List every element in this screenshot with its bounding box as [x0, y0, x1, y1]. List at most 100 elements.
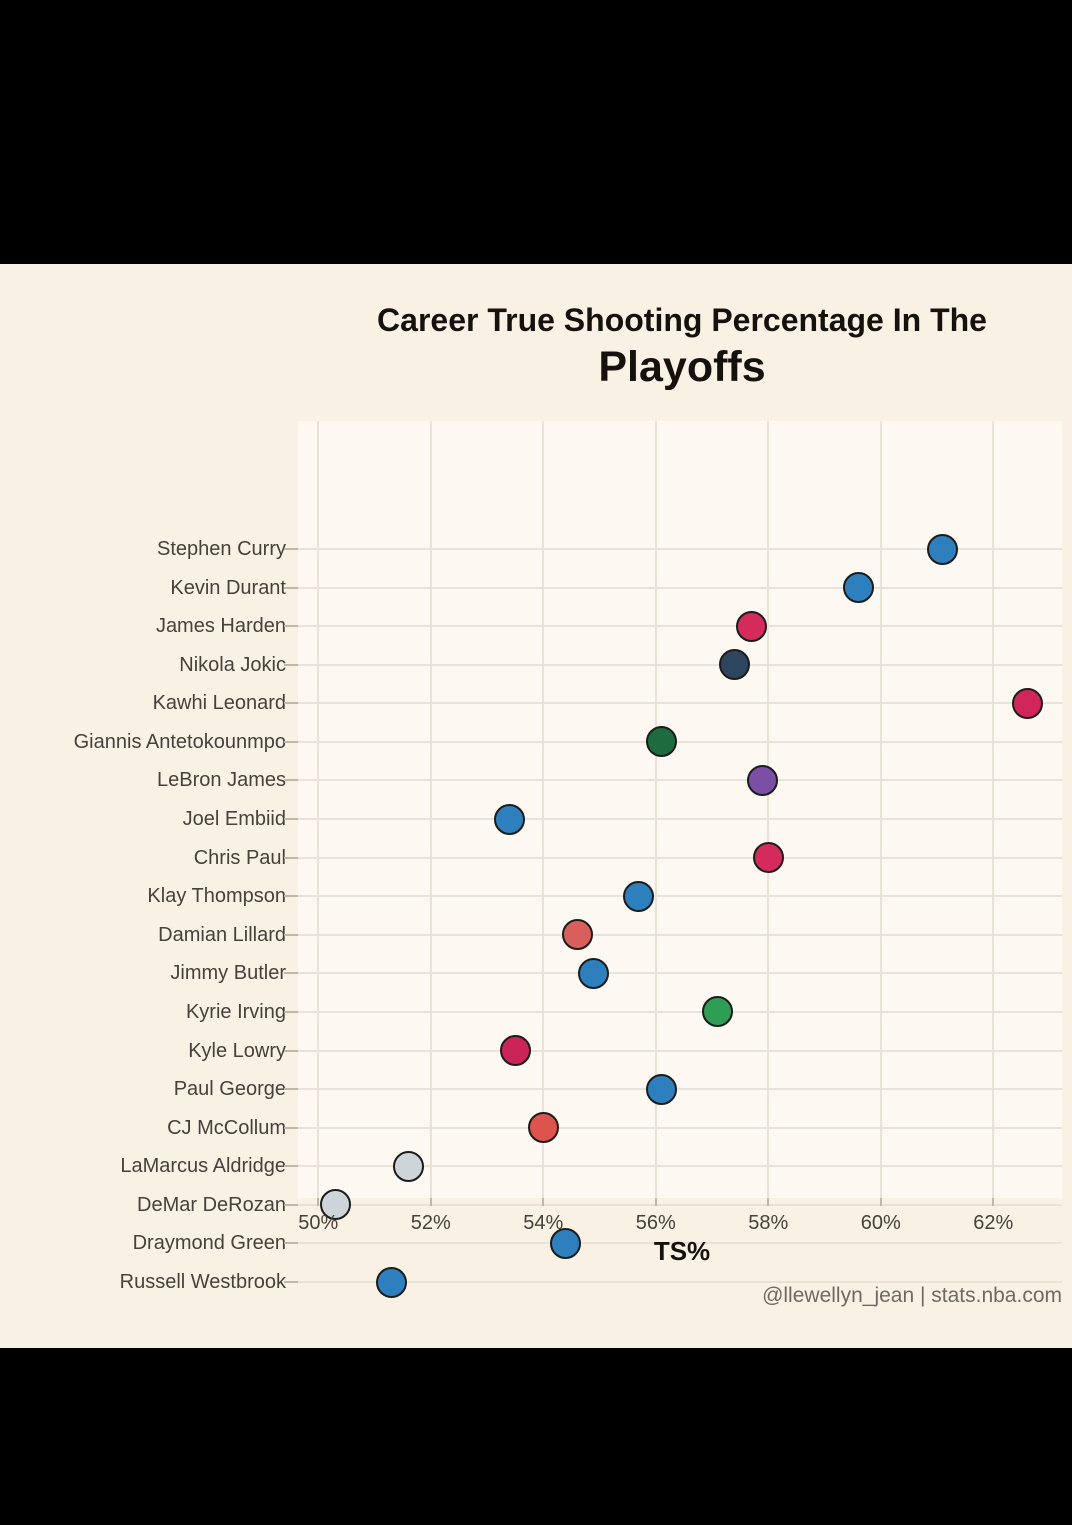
data-point-damian-lillard [561, 919, 593, 951]
y-label-chris-paul: Chris Paul [193, 846, 286, 869]
y-tick-mark [284, 625, 298, 628]
y-tick-mark [284, 1203, 298, 1206]
h-gridline [298, 663, 1062, 666]
data-point-draymond-green [550, 1227, 582, 1259]
h-gridline [298, 586, 1062, 589]
h-gridline [298, 1281, 1062, 1284]
h-gridline [298, 779, 1062, 782]
h-gridline [298, 702, 1062, 705]
chart-title: Career True Shooting Percentage In The P… [292, 300, 1072, 392]
v-gridline-56% [654, 421, 657, 1198]
x-tick-mark [317, 1198, 320, 1206]
y-label-kyrie-irving: Kyrie Irving [185, 1000, 286, 1023]
y-label-kawhi-leonard: Kawhi Leonard [152, 692, 286, 715]
y-tick-mark [284, 1126, 298, 1129]
top-letterbox-band [0, 0, 1072, 264]
x-tick-label-54%: 54% [523, 1212, 564, 1234]
chart-canvas: Career True Shooting Percentage In The P… [0, 264, 1072, 1348]
x-tick-mark [992, 1198, 995, 1206]
data-point-chris-paul [752, 842, 784, 874]
chart-title-line1: Career True Shooting Percentage In The [377, 302, 987, 338]
y-label-kyle-lowry: Kyle Lowry [188, 1039, 286, 1062]
v-gridline-60% [879, 421, 882, 1198]
h-gridline [298, 1165, 1062, 1168]
h-gridline [298, 972, 1062, 975]
y-tick-mark [284, 663, 298, 666]
data-point-kyrie-irving [702, 996, 734, 1028]
y-tick-mark [284, 702, 298, 705]
h-gridline [298, 548, 1062, 550]
x-tick-mark [879, 1198, 882, 1206]
y-tick-mark [284, 740, 298, 743]
y-label-demar-derozan: DeMar DeRozan [137, 1193, 286, 1216]
y-tick-mark [284, 1242, 298, 1245]
y-tick-mark [284, 779, 298, 782]
data-point-jimmy-butler [578, 957, 610, 989]
data-point-russell-westbrook [375, 1266, 407, 1298]
y-tick-mark [284, 1165, 298, 1168]
y-label-lamarcus-aldridge: LaMarcus Aldridge [120, 1155, 286, 1178]
data-point-joel-embiid [494, 803, 526, 835]
data-point-james-harden [735, 610, 767, 642]
data-point-lebron-james [747, 764, 779, 796]
v-gridline-58% [767, 421, 770, 1198]
y-label-damian-lillard: Damian Lillard [158, 923, 286, 946]
data-point-kyle-lowry [499, 1035, 531, 1067]
h-gridline [298, 1010, 1062, 1013]
h-gridline [298, 1088, 1062, 1091]
data-point-demar-derozan [319, 1189, 351, 1221]
y-label-giannis-antetokounmpo: Giannis Antetokounmpo [73, 730, 286, 753]
data-point-klay-thompson [623, 880, 655, 912]
credit-text: @llewellyn_jean | stats.nba.com [762, 1284, 1062, 1307]
y-tick-mark [284, 548, 298, 550]
y-tick-mark [284, 586, 298, 589]
data-point-paul-george [645, 1073, 677, 1105]
v-gridline-52% [429, 421, 432, 1198]
y-tick-mark [284, 972, 298, 975]
x-tick-label-56%: 56% [635, 1212, 676, 1234]
y-label-nikola-jokic: Nikola Jokic [179, 653, 286, 676]
x-tick-mark [654, 1198, 657, 1206]
data-point-kawhi-leonard [1011, 687, 1043, 719]
y-tick-mark [284, 1088, 298, 1091]
x-tick-label-52%: 52% [410, 1212, 451, 1234]
plot-area [298, 421, 1062, 1298]
x-tick-label-62%: 62% [973, 1212, 1014, 1234]
v-gridline-62% [992, 421, 995, 1198]
v-gridline-50% [317, 421, 320, 1198]
data-point-stephen-curry [927, 533, 959, 565]
y-tick-mark [284, 818, 298, 821]
y-label-russell-westbrook: Russell Westbrook [119, 1271, 286, 1294]
chart-title-line2: Playoffs [598, 343, 766, 391]
y-label-james-harden: James Harden [155, 615, 286, 638]
h-gridline [298, 1126, 1062, 1129]
data-point-lamarcus-aldridge [392, 1150, 424, 1182]
x-tick-mark [429, 1198, 432, 1206]
y-tick-mark [284, 933, 298, 936]
data-point-kevin-durant [842, 572, 874, 604]
h-gridline [298, 1049, 1062, 1052]
data-point-giannis-antetokounmpo [645, 726, 677, 758]
y-tick-mark [284, 856, 298, 859]
bottom-letterbox-band [0, 1348, 1072, 1525]
y-tick-mark [284, 1049, 298, 1052]
h-gridline [298, 1242, 1062, 1245]
y-tick-mark [284, 1010, 298, 1013]
data-point-nikola-jokic [719, 649, 751, 681]
y-tick-mark [284, 895, 298, 898]
h-gridline [298, 818, 1062, 821]
y-label-joel-embiid: Joel Embiid [182, 808, 286, 831]
h-gridline [298, 856, 1062, 859]
y-label-paul-george: Paul George [173, 1078, 286, 1101]
y-label-lebron-james: LeBron James [157, 769, 286, 792]
h-gridline [298, 1203, 1062, 1206]
x-tick-label-50%: 50% [298, 1212, 339, 1234]
v-gridline-54% [542, 421, 545, 1198]
x-axis-title: TS% [653, 1236, 711, 1266]
x-tick-label-60%: 60% [860, 1212, 901, 1234]
data-point-cj-mccollum [527, 1112, 559, 1144]
h-gridline [298, 740, 1062, 743]
y-label-stephen-curry: Stephen Curry [157, 538, 286, 560]
y-tick-mark [284, 1281, 298, 1284]
